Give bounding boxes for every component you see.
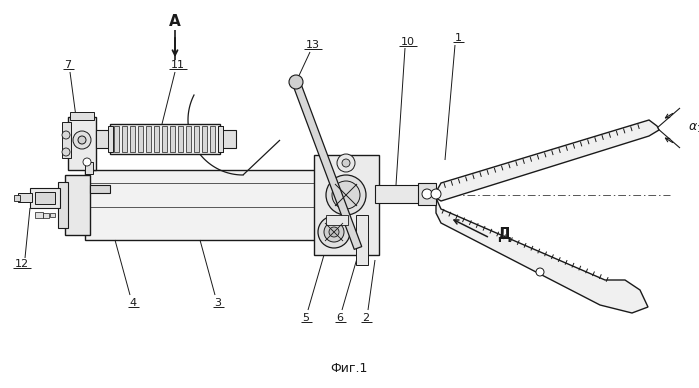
Text: 5: 5 bbox=[303, 313, 310, 323]
Bar bbox=[18, 193, 32, 202]
Text: $\alpha_1$: $\alpha_1$ bbox=[688, 121, 699, 135]
Text: Фиг.1: Фиг.1 bbox=[331, 362, 368, 374]
Bar bbox=[62, 122, 71, 158]
Bar bbox=[30, 188, 60, 208]
Bar bbox=[154, 126, 159, 152]
Bar bbox=[70, 112, 94, 120]
Bar bbox=[170, 126, 175, 152]
Bar bbox=[162, 126, 167, 152]
Bar bbox=[68, 117, 96, 170]
Text: 12: 12 bbox=[15, 259, 29, 269]
Circle shape bbox=[422, 189, 432, 199]
Text: 1: 1 bbox=[454, 33, 461, 43]
Text: 4: 4 bbox=[129, 298, 136, 308]
Polygon shape bbox=[436, 120, 659, 201]
Circle shape bbox=[62, 148, 70, 156]
Text: 7: 7 bbox=[64, 60, 71, 70]
Circle shape bbox=[324, 222, 344, 242]
Bar bbox=[326, 215, 348, 225]
Bar bbox=[314, 155, 379, 255]
Circle shape bbox=[332, 181, 360, 209]
Text: 11: 11 bbox=[171, 60, 185, 70]
Bar bbox=[58, 182, 68, 228]
Bar bbox=[202, 126, 207, 152]
Bar bbox=[108, 126, 113, 152]
Bar bbox=[43, 213, 49, 218]
Bar bbox=[146, 126, 151, 152]
Text: 13: 13 bbox=[306, 40, 320, 50]
Bar bbox=[50, 213, 55, 217]
Circle shape bbox=[329, 227, 339, 237]
Bar bbox=[375, 185, 420, 203]
Bar bbox=[418, 183, 436, 205]
Circle shape bbox=[318, 216, 350, 248]
Bar bbox=[14, 195, 20, 201]
Bar bbox=[35, 212, 43, 218]
Bar bbox=[96, 130, 110, 148]
Bar bbox=[356, 215, 368, 265]
Text: А: А bbox=[169, 14, 181, 29]
Bar bbox=[186, 126, 191, 152]
Bar bbox=[35, 192, 55, 204]
Circle shape bbox=[62, 131, 70, 139]
Circle shape bbox=[337, 154, 355, 172]
Bar bbox=[85, 170, 315, 240]
Bar bbox=[220, 130, 236, 148]
Bar bbox=[210, 126, 215, 152]
Bar bbox=[218, 126, 223, 152]
Bar bbox=[194, 126, 199, 152]
Text: 3: 3 bbox=[215, 298, 222, 308]
Bar bbox=[130, 126, 135, 152]
Bar bbox=[138, 126, 143, 152]
Circle shape bbox=[326, 175, 366, 215]
Bar bbox=[178, 126, 183, 152]
Bar bbox=[85, 162, 93, 174]
Bar bbox=[65, 175, 90, 235]
Polygon shape bbox=[436, 198, 648, 313]
Circle shape bbox=[78, 136, 86, 144]
Text: 6: 6 bbox=[336, 313, 343, 323]
Bar bbox=[122, 126, 127, 152]
Circle shape bbox=[83, 158, 91, 166]
Text: Д: Д bbox=[497, 227, 510, 242]
Circle shape bbox=[342, 159, 350, 167]
Polygon shape bbox=[292, 81, 362, 249]
Circle shape bbox=[431, 189, 441, 199]
Circle shape bbox=[73, 131, 91, 149]
Text: 10: 10 bbox=[401, 37, 415, 47]
Circle shape bbox=[289, 75, 303, 89]
Circle shape bbox=[536, 268, 544, 276]
Bar bbox=[90, 185, 110, 193]
Text: 2: 2 bbox=[363, 313, 370, 323]
Bar bbox=[110, 124, 220, 154]
Bar bbox=[218, 126, 223, 152]
Bar bbox=[114, 126, 119, 152]
